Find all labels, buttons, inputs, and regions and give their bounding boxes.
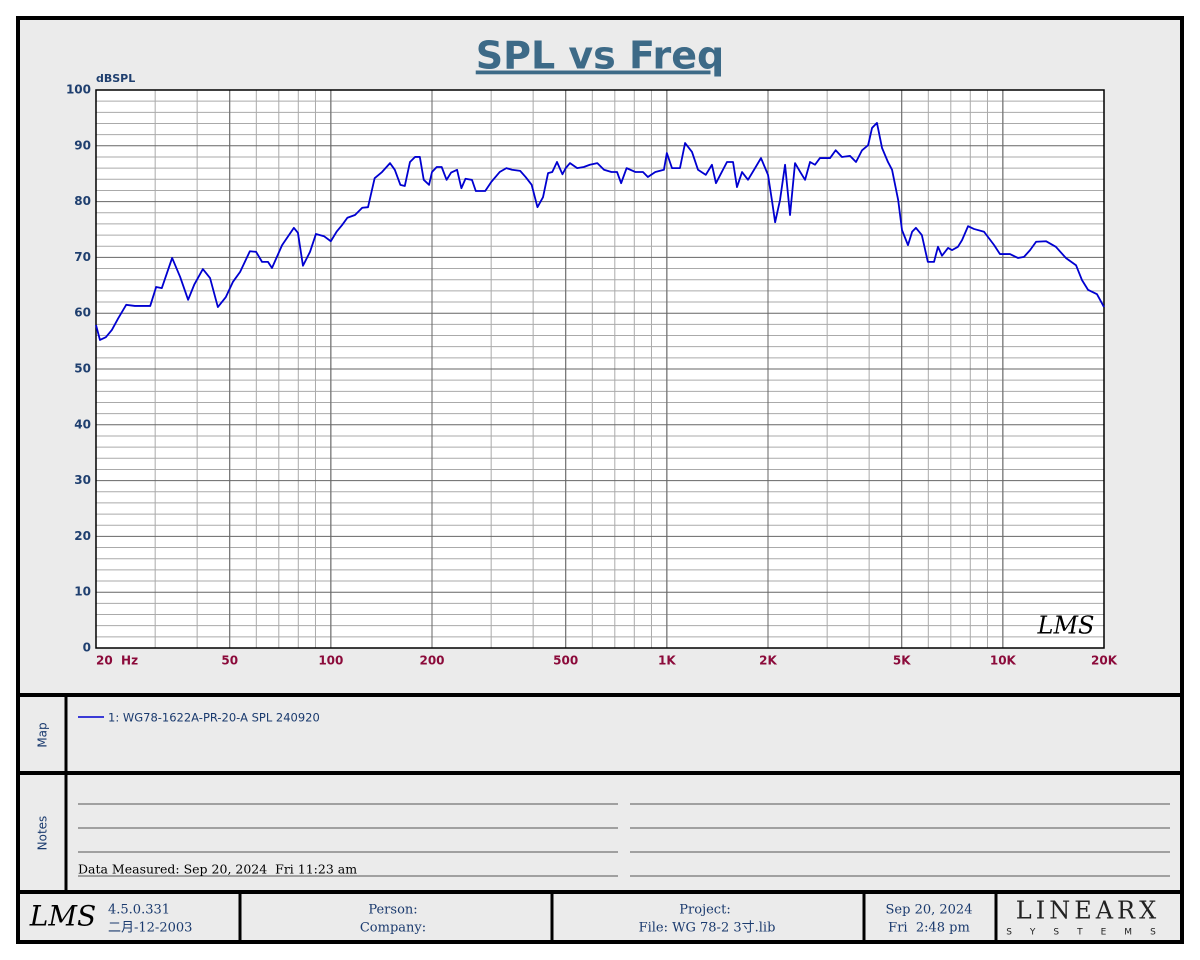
time: Fri 2:48 pm bbox=[888, 921, 970, 936]
y-tick-label: 70 bbox=[74, 250, 91, 264]
legend-entry: 1: WG78-1622A-PR-20-A SPL 240920 bbox=[108, 711, 320, 725]
y-tick-label: 60 bbox=[74, 306, 91, 320]
version: 4.5.0.331 bbox=[108, 903, 170, 918]
footer-logo: LMS bbox=[29, 900, 96, 933]
brand-sub: SYSTEMS bbox=[1006, 928, 1174, 938]
x-tick-label: 100 bbox=[318, 654, 343, 668]
y-tick-label: 10 bbox=[74, 585, 91, 599]
note-lines bbox=[78, 803, 1170, 877]
x-tick-label: 2K bbox=[759, 654, 777, 668]
map-label: Map bbox=[36, 722, 50, 747]
watermark: LMS bbox=[1037, 612, 1095, 640]
date: Sep 20, 2024 bbox=[886, 903, 973, 918]
notes-label: Notes bbox=[36, 816, 50, 851]
grid bbox=[95, 89, 1105, 649]
project: Project: bbox=[679, 903, 730, 918]
file: File: WG 78-2 3寸.lib bbox=[639, 921, 776, 936]
chart-title: SPL vs Freq bbox=[476, 34, 725, 78]
series-line bbox=[95, 122, 1105, 341]
x-tick-label: 20 Hz bbox=[96, 654, 138, 668]
x-tick-label: 50 bbox=[221, 654, 238, 668]
x-tick-label: 20K bbox=[1091, 654, 1118, 668]
person: Person: bbox=[368, 903, 417, 918]
y-tick-label: 90 bbox=[74, 138, 91, 152]
y-tick-label: 0 bbox=[83, 641, 91, 655]
x-tick-label: 10K bbox=[990, 654, 1017, 668]
plot-border bbox=[95, 89, 1105, 649]
x-tick-label: 500 bbox=[553, 654, 578, 668]
y-tick-label: 100 bbox=[66, 83, 91, 97]
x-tick-label: 1K bbox=[658, 654, 676, 668]
y-tick-label: 80 bbox=[74, 194, 91, 208]
x-tick-label: 5K bbox=[893, 654, 911, 668]
brand: LINEARX bbox=[1016, 897, 1160, 925]
x-tick-label: 200 bbox=[419, 654, 444, 668]
company: Company: bbox=[360, 921, 426, 936]
footer-dividers bbox=[238, 892, 998, 942]
note-entry: Data Measured: Sep 20, 2024 Fri 11:23 am bbox=[78, 862, 357, 877]
y-tick-label: 40 bbox=[74, 417, 91, 431]
y-axis-label: dBSPL bbox=[96, 72, 135, 85]
y-tick-label: 20 bbox=[74, 529, 91, 543]
y-tick-label: 30 bbox=[74, 473, 91, 487]
y-tick-label: 50 bbox=[74, 362, 91, 376]
build-date: 二月-12-2003 bbox=[108, 921, 192, 936]
